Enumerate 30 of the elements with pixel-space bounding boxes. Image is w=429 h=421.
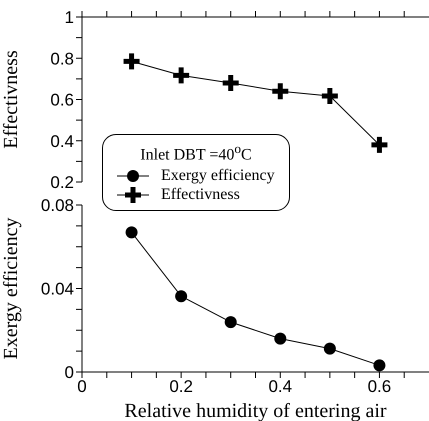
x-tick-label: 0.6 bbox=[368, 377, 392, 396]
point bbox=[124, 53, 140, 70]
y-tick-label: 0.04 bbox=[40, 280, 74, 299]
y-tick-label: 0.08 bbox=[40, 196, 74, 216]
x-tick-label: 0 bbox=[77, 377, 87, 396]
point bbox=[322, 88, 338, 104]
x-axis-title: Relative humidity of entering air bbox=[124, 400, 387, 421]
point bbox=[126, 226, 138, 238]
legend-title: Inlet DBT =40$^{o}$C bbox=[139, 141, 253, 164]
point bbox=[371, 136, 388, 153]
legend-label: Effectivness bbox=[161, 186, 240, 204]
y-tick-label: 1 bbox=[64, 8, 74, 28]
y-tick-label: 0.4 bbox=[50, 132, 74, 151]
point bbox=[274, 332, 286, 345]
point bbox=[373, 359, 386, 372]
point bbox=[173, 67, 190, 84]
point bbox=[222, 75, 239, 91]
legend-label: Exergy efficiency bbox=[161, 166, 275, 185]
y-axis-title: Effectivness bbox=[0, 50, 22, 149]
y-tick-label: 0.8 bbox=[50, 49, 74, 68]
x-tick-label: 0.4 bbox=[268, 377, 292, 396]
point bbox=[175, 290, 188, 302]
point bbox=[324, 342, 336, 355]
y-tick-label: 0.6 bbox=[50, 90, 74, 110]
y-axis-title: Exergy efficiency bbox=[0, 218, 22, 360]
x-tick-label: 0.2 bbox=[169, 377, 193, 396]
y-tick-label: 0.2 bbox=[50, 173, 74, 192]
y-tick-label: 0 bbox=[64, 363, 74, 382]
point bbox=[272, 83, 288, 100]
point bbox=[224, 316, 237, 328]
